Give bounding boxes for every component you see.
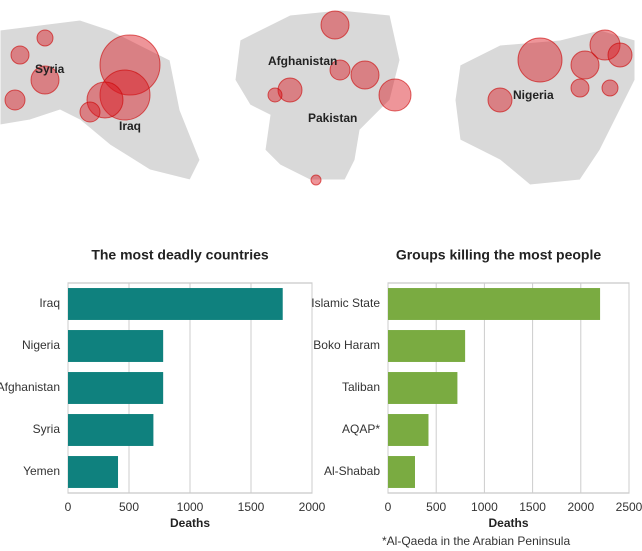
x-tick-label: 0 <box>65 500 72 514</box>
map-iraq-syria: Syria Iraq <box>0 19 201 181</box>
marker <box>350 60 380 90</box>
y-tick-label: Nigeria <box>22 338 60 352</box>
map-shape <box>234 9 401 181</box>
y-tick-label: Islamic State <box>311 296 380 310</box>
bar <box>388 330 466 362</box>
marker <box>570 50 600 80</box>
map-label: Pakistan <box>308 111 357 125</box>
marker <box>99 69 151 121</box>
marker <box>487 87 513 113</box>
x-axis-label: Deaths <box>488 516 528 530</box>
marker <box>267 87 283 103</box>
bar <box>68 414 154 446</box>
marker <box>10 45 30 65</box>
y-tick-label: AQAP* <box>342 422 380 436</box>
map-label: Syria <box>35 62 65 76</box>
marker <box>378 78 412 112</box>
y-tick-label: Boko Haram <box>313 338 380 352</box>
y-tick-label: Taliban <box>342 380 380 394</box>
x-tick-label: 500 <box>426 500 446 514</box>
y-tick-label: Al-Shabab <box>324 464 380 478</box>
map-label: Afghanistan <box>268 54 337 68</box>
bar <box>388 372 458 404</box>
x-tick-label: 2000 <box>567 500 594 514</box>
marker <box>570 78 590 98</box>
y-tick-label: Syria <box>33 422 61 436</box>
marker <box>79 101 101 123</box>
x-tick-label: 1500 <box>238 500 265 514</box>
chart-title: Groups killing the most people <box>396 247 602 263</box>
bar <box>68 330 164 362</box>
map-nigeria: Nigeria <box>454 29 636 186</box>
x-tick-label: 1000 <box>471 500 498 514</box>
marker <box>589 29 621 61</box>
map-shape <box>454 29 636 186</box>
bar <box>68 288 283 320</box>
y-tick-label: Iraq <box>39 296 60 310</box>
y-tick-label: Yemen <box>23 464 60 478</box>
map-label: Nigeria <box>513 88 554 102</box>
marker <box>320 10 350 40</box>
footnote: *Al-Qaeda in the Arabian Peninsula <box>382 534 570 548</box>
bar <box>388 414 429 446</box>
marker <box>86 81 124 119</box>
marker <box>30 65 60 95</box>
marker <box>310 174 322 186</box>
bar <box>68 456 119 488</box>
x-axis-label: Deaths <box>170 516 210 530</box>
marker <box>277 77 303 103</box>
marker <box>601 79 619 97</box>
marker <box>329 59 351 81</box>
marker <box>4 89 26 111</box>
marker <box>36 29 54 47</box>
marker <box>517 37 563 83</box>
x-tick-label: 1000 <box>177 500 204 514</box>
bar <box>388 456 415 488</box>
bar <box>68 372 164 404</box>
x-tick-label: 2000 <box>299 500 326 514</box>
map-label: Iraq <box>119 119 141 133</box>
chart-title: The most deadly countries <box>91 247 269 263</box>
marker <box>607 42 633 68</box>
map-afpak: Afghanistan Pakistan <box>234 9 412 186</box>
x-tick-label: 1500 <box>519 500 546 514</box>
bar <box>388 288 601 320</box>
y-tick-label: Afghanistan <box>0 380 60 394</box>
x-tick-label: 500 <box>119 500 139 514</box>
x-tick-label: 2500 <box>616 500 642 514</box>
x-tick-label: 0 <box>385 500 392 514</box>
